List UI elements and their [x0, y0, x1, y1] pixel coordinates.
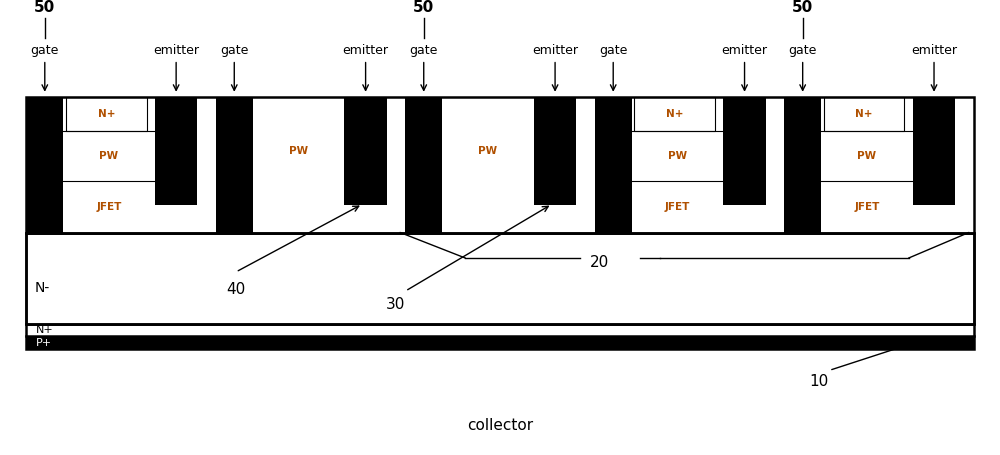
Text: 20: 20	[590, 255, 609, 270]
Bar	[26, 233, 974, 324]
Text: PW: PW	[478, 146, 498, 156]
Bar	[63, 97, 216, 233]
Text: emitter: emitter	[911, 45, 957, 57]
Bar	[534, 97, 576, 205]
Text: 50: 50	[34, 0, 55, 15]
Bar	[913, 97, 955, 205]
Text: PW: PW	[857, 151, 876, 161]
Text: N+: N+	[98, 109, 115, 119]
Bar	[824, 97, 904, 131]
Bar	[253, 97, 405, 233]
Text: N-: N-	[34, 281, 50, 295]
Text: 40: 40	[226, 282, 245, 297]
Text: JFET: JFET	[665, 202, 690, 212]
Bar	[26, 233, 974, 324]
Bar	[723, 97, 766, 205]
Text: N+: N+	[36, 325, 54, 335]
Text: PW: PW	[99, 151, 119, 161]
Text: gate: gate	[31, 45, 59, 57]
Bar	[821, 97, 974, 233]
Text: JFET: JFET	[96, 202, 122, 212]
Text: emitter: emitter	[532, 45, 578, 57]
Bar	[66, 97, 147, 131]
Text: emitter: emitter	[153, 45, 199, 57]
Text: PW: PW	[668, 151, 687, 161]
Text: N+: N+	[666, 109, 683, 119]
Text: collector: collector	[467, 418, 533, 433]
Text: P+: P+	[36, 338, 52, 348]
Bar	[26, 97, 974, 233]
Text: gate: gate	[788, 45, 817, 57]
Text: 50: 50	[413, 0, 434, 15]
Text: 50: 50	[792, 0, 813, 15]
Text: JFET: JFET	[854, 202, 880, 212]
Text: 10: 10	[809, 374, 829, 389]
Text: gate: gate	[410, 45, 438, 57]
Text: 30: 30	[386, 297, 405, 312]
Bar	[442, 97, 595, 233]
Text: gate: gate	[599, 45, 627, 57]
Bar	[155, 97, 197, 205]
Text: PW: PW	[289, 146, 308, 156]
Bar	[26, 324, 974, 336]
Bar	[634, 97, 715, 131]
Text: emitter: emitter	[343, 45, 389, 57]
Bar	[26, 97, 974, 233]
Bar	[632, 97, 784, 233]
Bar	[26, 336, 974, 349]
Text: gate: gate	[220, 45, 248, 57]
Bar	[344, 97, 387, 205]
Text: N+: N+	[855, 109, 873, 119]
Text: emitter: emitter	[722, 45, 768, 57]
